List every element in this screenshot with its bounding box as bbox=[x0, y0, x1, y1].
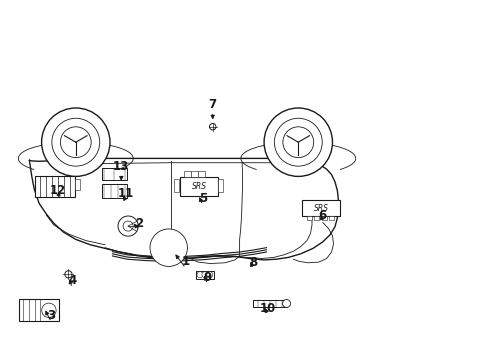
Text: 2: 2 bbox=[135, 217, 143, 230]
Text: 3: 3 bbox=[47, 309, 55, 322]
Text: 9: 9 bbox=[203, 271, 211, 284]
Circle shape bbox=[158, 237, 179, 258]
Bar bbox=[102, 184, 127, 198]
Circle shape bbox=[206, 272, 212, 278]
Bar bbox=[174, 179, 179, 192]
Bar bbox=[35, 176, 75, 197]
Circle shape bbox=[202, 272, 207, 278]
Bar bbox=[197, 171, 204, 177]
Circle shape bbox=[123, 221, 133, 231]
Circle shape bbox=[274, 118, 322, 166]
Bar bbox=[321, 216, 326, 220]
Text: 7: 7 bbox=[208, 98, 216, 111]
Circle shape bbox=[150, 229, 187, 266]
Circle shape bbox=[283, 127, 313, 158]
Circle shape bbox=[153, 233, 183, 263]
Text: 4: 4 bbox=[68, 274, 76, 288]
Text: 1: 1 bbox=[182, 255, 189, 268]
Bar bbox=[195, 271, 214, 279]
Circle shape bbox=[61, 127, 91, 158]
Circle shape bbox=[41, 108, 110, 176]
Circle shape bbox=[118, 216, 138, 236]
Text: 5: 5 bbox=[199, 192, 206, 205]
Bar bbox=[183, 171, 190, 177]
Text: SRS: SRS bbox=[313, 204, 328, 212]
Text: SRS: SRS bbox=[191, 182, 206, 191]
Bar bbox=[102, 168, 127, 180]
Bar bbox=[218, 179, 223, 192]
Text: 12: 12 bbox=[49, 184, 66, 197]
Bar bbox=[306, 216, 311, 220]
Circle shape bbox=[52, 118, 100, 166]
Bar bbox=[190, 171, 197, 177]
Bar bbox=[19, 299, 59, 321]
Bar bbox=[314, 216, 319, 220]
Circle shape bbox=[41, 303, 56, 318]
Bar bbox=[75, 179, 80, 190]
Circle shape bbox=[209, 123, 216, 130]
Bar bbox=[180, 177, 218, 196]
Text: 11: 11 bbox=[118, 188, 134, 201]
Circle shape bbox=[264, 108, 332, 176]
Ellipse shape bbox=[282, 300, 290, 307]
Circle shape bbox=[65, 271, 72, 278]
Bar bbox=[302, 200, 340, 216]
Text: 10: 10 bbox=[259, 302, 276, 315]
Bar bbox=[328, 216, 333, 220]
Circle shape bbox=[162, 241, 175, 254]
Circle shape bbox=[197, 272, 203, 278]
Text: 6: 6 bbox=[318, 209, 326, 222]
Text: 8: 8 bbox=[249, 256, 257, 269]
Text: 13: 13 bbox=[113, 160, 129, 173]
Bar bbox=[253, 300, 286, 307]
